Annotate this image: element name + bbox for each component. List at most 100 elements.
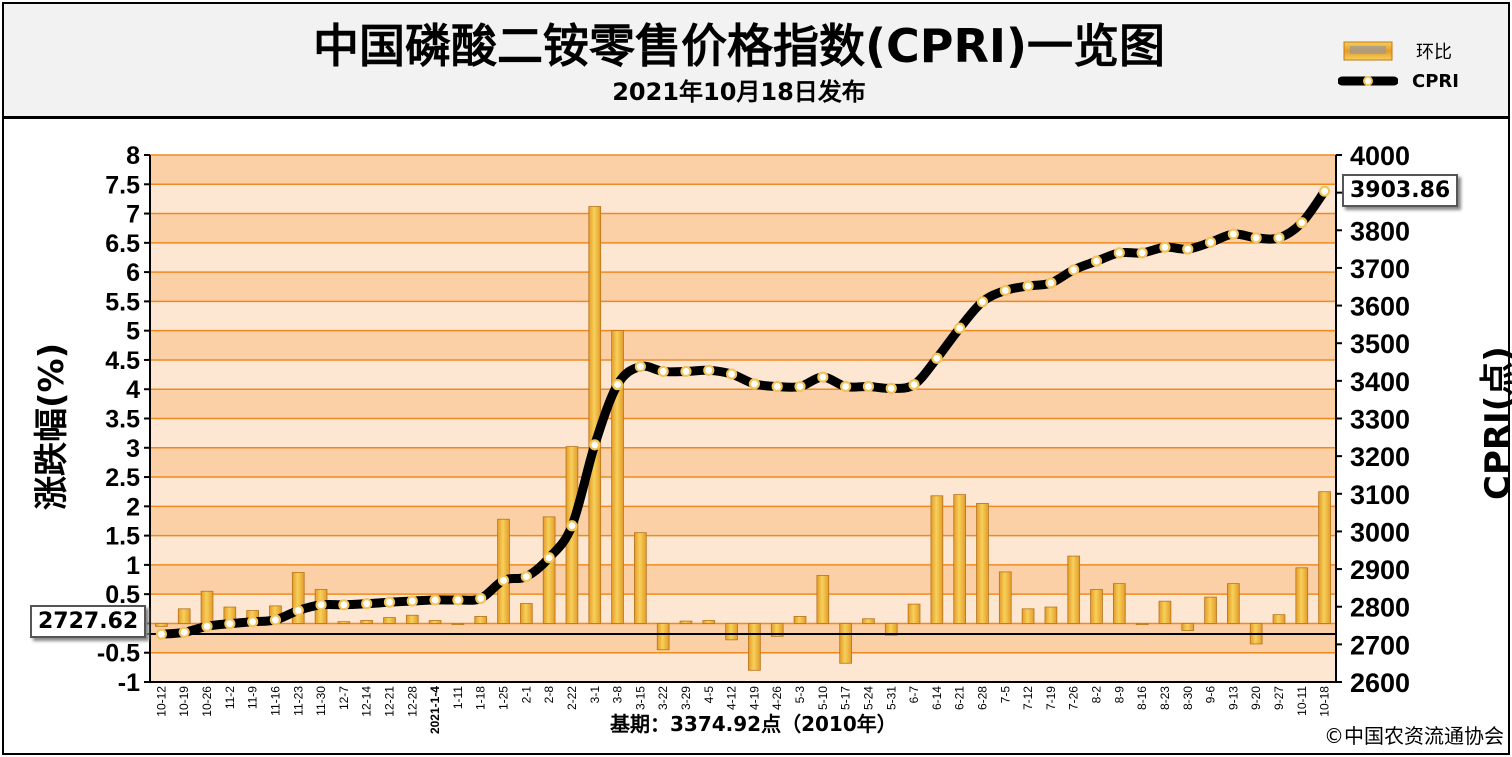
y-left-tick-label: 4.5	[105, 347, 140, 375]
y-left-tick-label: 1	[126, 552, 140, 580]
x-tick-label: 3-1	[588, 686, 602, 704]
bar-12-21	[383, 617, 396, 624]
cpri-point-4-5	[703, 364, 715, 376]
bar-1-11	[451, 623, 465, 626]
y-left-tick-label: 2.5	[105, 464, 140, 492]
cpri-point-8-23	[1159, 241, 1171, 253]
bar-3-1	[588, 206, 602, 624]
y-right-tick-label: 4000	[1350, 141, 1410, 171]
bar-8-9	[1112, 583, 1126, 624]
y-right-tick-label: 2900	[1350, 555, 1410, 585]
x-year-label: 2021-1-4	[428, 686, 442, 734]
cpri-point-3-1	[589, 439, 601, 451]
bar-10-18	[1318, 491, 1331, 624]
chart-title: 中国磷酸二铵零售价格指数(CPRI)一览图	[312, 19, 1166, 73]
cpri-point-2-8	[543, 552, 555, 564]
y-left-tick-label: 1.5	[105, 523, 140, 551]
cpri-point-6-21	[954, 322, 966, 334]
y-left-tick-label: -1	[118, 669, 140, 697]
x-tick-label: 12-14	[360, 686, 374, 717]
x-tick-label: 7-12	[1021, 686, 1035, 710]
chart-subtitle: 2021年10月18日发布	[612, 78, 866, 106]
x-tick-label: 9-13	[1226, 686, 1240, 710]
x-tick-label: 4-26	[770, 686, 784, 710]
bar-9-6	[1204, 596, 1217, 624]
plot-band	[150, 535, 1336, 565]
y-left-tick-label: 6	[126, 259, 140, 287]
y-left-tick-label: 7.5	[105, 171, 140, 199]
base-period-note: 基期：3374.92点（2010年）	[610, 712, 897, 736]
bar-5-31	[884, 623, 898, 636]
x-tick-label: 12-28	[405, 686, 419, 717]
x-tick-label: 5-24	[861, 686, 875, 710]
plot-band	[150, 213, 1336, 243]
x-tick-label: 9-6	[1204, 686, 1218, 704]
cpri-point-1-25	[497, 574, 510, 586]
cpri-point-1-18	[475, 592, 487, 605]
x-tick-label: 3-29	[679, 686, 693, 710]
x-tick-label: 10-26	[200, 686, 214, 717]
y-right-tick-label: 3700	[1350, 254, 1410, 284]
bar-12-28	[405, 614, 419, 624]
y-axis-left-title: 涨跌幅(%)	[32, 342, 72, 510]
bar-10-19	[177, 608, 191, 624]
x-tick-label: 1-4	[428, 686, 442, 704]
plot-band	[150, 389, 1336, 419]
y-left-tick-label: 3.5	[105, 406, 140, 434]
x-tick-label: 6-7	[907, 686, 921, 704]
bar-6-21	[953, 494, 967, 624]
cpri-point-8-9	[1113, 247, 1125, 259]
x-tick-label: 11-23	[291, 686, 305, 716]
bar-5-10	[816, 575, 830, 624]
cpri-point-12-28	[406, 595, 418, 607]
x-tick-label: 6-28	[975, 686, 989, 710]
x-tick-label: 11-16	[268, 686, 282, 716]
x-tick-label: 8-30	[1181, 686, 1195, 710]
cpri-point-7-5	[999, 284, 1011, 297]
bar-10-12	[155, 623, 168, 627]
cpri-point-5-31	[885, 382, 897, 394]
bar-2-8	[542, 516, 556, 624]
x-tick-label: 10-12	[154, 686, 168, 717]
cpri-point-8-30	[1182, 243, 1194, 255]
cpri-point-9-13	[1227, 228, 1239, 240]
cpri-point-10-19	[178, 626, 190, 638]
y-right-tick-label: 3800	[1350, 216, 1410, 246]
cpri-line	[156, 186, 1330, 639]
cpri-point-10-18	[1318, 185, 1331, 197]
x-tick-label: 8-2	[1090, 686, 1104, 704]
bar-1-18	[474, 616, 488, 624]
y-left-tick-label: 0.5	[105, 581, 140, 609]
plot-band	[150, 184, 1336, 214]
y-left-tick-label: 6.5	[105, 230, 140, 258]
cpri-point-10-12	[155, 628, 168, 640]
cpri-point-2-22	[566, 520, 578, 532]
cpri-point-1-11	[452, 594, 464, 606]
bar-3-8	[611, 330, 624, 624]
cpri-point-11-16	[269, 614, 282, 626]
y-right-tick-label: 3000	[1350, 517, 1410, 547]
cpri-point-7-19	[1045, 277, 1057, 289]
bar-6-28	[976, 503, 989, 624]
bar-7-5	[998, 571, 1012, 624]
y-right-tick-label: 2600	[1350, 668, 1410, 698]
cpri-point-3-22	[657, 365, 669, 378]
y-right-tick-label: 3600	[1350, 292, 1410, 322]
x-tick-label: 3-8	[611, 686, 625, 704]
bar-9-13	[1227, 583, 1240, 624]
x-tick-label: 3-15	[633, 686, 647, 710]
x-tick-label: 7-5	[998, 686, 1012, 704]
cpri-point-10-26	[201, 620, 213, 632]
cpri-point-9-6	[1204, 236, 1217, 248]
bar-5-3	[793, 616, 807, 624]
y-right-tick-label: 3500	[1350, 329, 1410, 359]
cpri-point-8-2	[1090, 255, 1103, 267]
x-tick-label: 10-19	[177, 686, 191, 717]
x-tick-label: 3-22	[656, 686, 670, 710]
bar-6-7	[907, 603, 921, 624]
x-tick-label: 4-12	[725, 686, 739, 710]
x-tick-label: 4-19	[747, 686, 761, 710]
x-tick-label: 4-5	[702, 686, 716, 704]
bar-8-16	[1135, 623, 1149, 626]
